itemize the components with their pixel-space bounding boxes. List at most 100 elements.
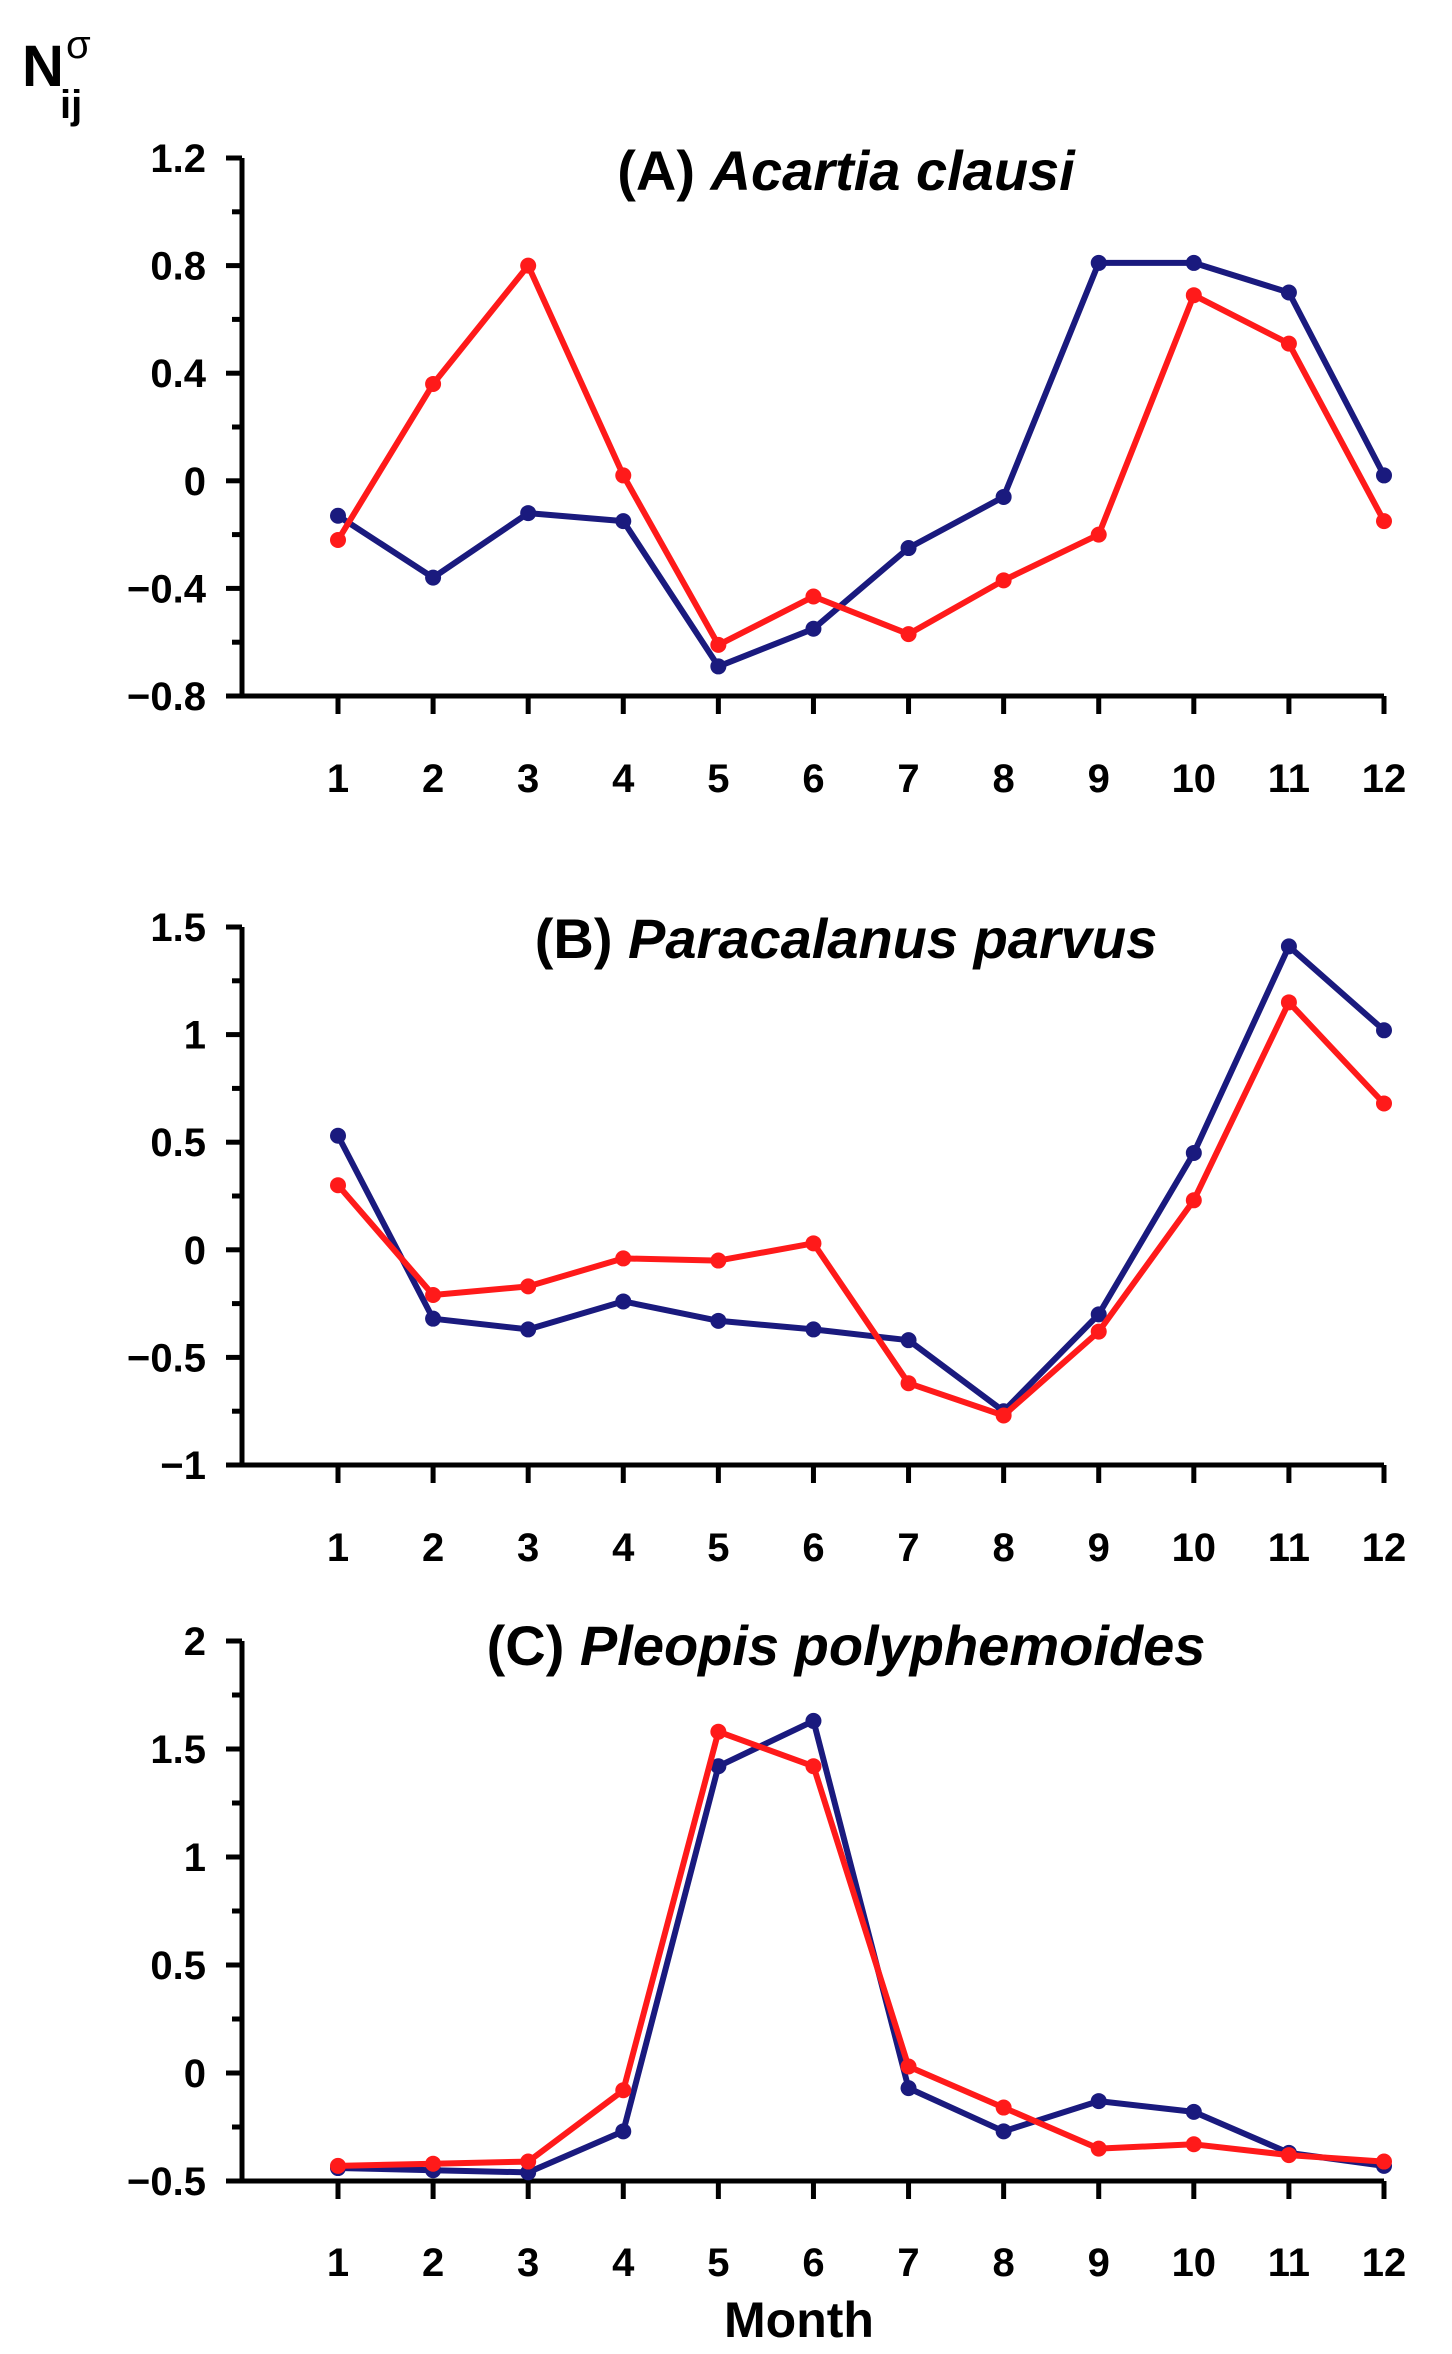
panel-b-series-navy-point <box>1185 1144 1202 1161</box>
panel-b-series-red-point <box>1376 1095 1392 1112</box>
panel-a-title-prefix: (A) <box>617 139 710 202</box>
panel-b-title-species: Paracalanus parvus <box>628 907 1157 970</box>
panel-a-x-tick-label: 12 <box>1362 757 1407 801</box>
panel-a-x-tick-label: 9 <box>1088 757 1110 801</box>
panel-b-title: (B) Paracalanus parvus <box>535 907 1157 970</box>
panel-c-series-red-point <box>805 1758 822 1775</box>
panel-b-y-tick-label: 0 <box>184 1229 206 1273</box>
panel-c-x-tick-label: 8 <box>993 2241 1015 2285</box>
panel-b-x-tick-label: 10 <box>1172 1526 1217 1570</box>
panel-c-x-tick-label: 7 <box>897 2241 919 2285</box>
panel-c-series-red-point <box>995 2099 1012 2116</box>
panel-c-x-tick-label: 6 <box>802 2241 824 2285</box>
panel-b-series-red-point <box>1280 994 1297 1011</box>
panel-b-y-tick-label: −0.5 <box>127 1336 206 1380</box>
panel-b-x-tick-label: 12 <box>1362 1526 1407 1570</box>
panel-a-series-navy-point <box>1280 284 1297 301</box>
panel-c-y-tick-label: 0.5 <box>150 1944 206 1988</box>
panel-a-series-navy-point <box>1090 254 1107 271</box>
panel-a-y-tick-label: −0.4 <box>127 567 207 611</box>
panel-c-title: (C) Pleopis polyphemoides <box>487 1614 1206 1677</box>
panel-b-series-red-point <box>710 1252 727 1269</box>
panel-a-y-tick-label: 0.8 <box>150 245 206 289</box>
panel-a-series-red-point <box>615 467 632 484</box>
y-axis-label-superscript: σ <box>66 23 91 67</box>
y-axis-label-subscript: ij <box>60 83 82 127</box>
panel-b-y-tick-label: 1 <box>184 1014 206 1058</box>
panel-a-series-red-point <box>1376 513 1392 530</box>
panel-b-series-navy-point <box>330 1127 346 1144</box>
panel-b: 1.510.50−0.5−11 2 3 4 5 6 7 8 9 10 11 12(B) Paracal… <box>127 906 1406 1570</box>
panel-a-x-tick-label: 7 <box>897 757 919 801</box>
panel-b-series-red-point <box>330 1177 346 1194</box>
panel-c-x-tick-label: 3 <box>517 2241 539 2285</box>
panel-a-series-red-point <box>425 375 442 392</box>
panel-c-title-species: Pleopis polyphemoides <box>580 1614 1205 1677</box>
panel-b-x-tick-label: 11 <box>1268 1526 1310 1570</box>
panel-b-series-red-point <box>995 1407 1012 1424</box>
panel-a-series-navy-point <box>425 569 442 586</box>
panel-a-x-tick-label: 2 <box>422 757 444 801</box>
panel-b-series-navy-point <box>425 1310 442 1327</box>
panel-c: 21.510.50−0.51 2 3 4 5 6 7 8 9 10 11 12(C) Pleopis … <box>127 1614 1406 2285</box>
panel-c-series-navy-point <box>615 2123 632 2140</box>
panel-a-y-tick-label: 0 <box>184 460 206 504</box>
panel-a-x-tick-label: 1 <box>327 757 349 801</box>
panel-a-y-tick-label: −0.8 <box>127 675 206 719</box>
panel-b-x-tick-label: 8 <box>993 1526 1015 1570</box>
panel-a-title-species: Acartia clausi <box>709 139 1077 202</box>
panel-b-series-red-point <box>425 1286 442 1303</box>
panel-c-x-tick-label: 1 <box>327 2241 349 2285</box>
panel-c-series-red-point <box>1185 2136 1202 2153</box>
panel-b-x-tick-label: 3 <box>517 1526 539 1570</box>
panel-c-series-red-point <box>425 2155 442 2172</box>
panel-b-series-red-point <box>1185 1192 1202 1209</box>
panel-b-series-navy-line <box>335 943 1387 1415</box>
panel-a-x-tick-label: 8 <box>993 757 1015 801</box>
panel-b-series-red-point <box>520 1278 537 1295</box>
panel-a-series-red-point <box>1280 335 1297 352</box>
y-axis-label: N ij σ <box>22 23 91 127</box>
panel-b-series-navy-point <box>1090 1306 1107 1323</box>
panel-b-series-navy-point <box>805 1321 822 1338</box>
panel-b-series-red-point <box>1090 1323 1107 1340</box>
panel-a-series-navy-point <box>805 620 822 637</box>
panel-b-x-tick-label: 7 <box>897 1526 919 1570</box>
panel-a-series-red-point <box>900 626 917 643</box>
panel-c-x-tick-label: 12 <box>1362 2241 1407 2285</box>
panel-c-title-prefix: (C) <box>487 1614 580 1677</box>
panel-a-series-navy-point <box>520 505 537 522</box>
panel-b-title-prefix: (B) <box>535 907 628 970</box>
panel-b-y-tick-label: −1 <box>160 1444 206 1488</box>
panel-a-series-red-point <box>995 572 1012 589</box>
panel-c-series-red-point <box>1280 2147 1297 2164</box>
panel-c-series-red-point <box>615 2082 632 2099</box>
panel-a-series-navy-point <box>995 488 1012 505</box>
panel-a-series-red-point <box>1185 287 1202 304</box>
panel-a-x-tick-label: 11 <box>1268 757 1310 801</box>
panel-a-series-navy-point <box>710 658 727 675</box>
panel-b-series-red-point <box>615 1250 632 1267</box>
panel-c-x-tick-label: 10 <box>1172 2241 1217 2285</box>
panel-a: 1.20.80.40−0.4−0.81 2 3 4 5 6 7 8 9 10 11 12(A) Aca… <box>127 137 1406 801</box>
panel-b-x-tick-label: 2 <box>422 1526 444 1570</box>
panel-b-x-tick-label: 4 <box>612 1526 635 1570</box>
panel-b-y-tick-label: 1.5 <box>150 906 206 950</box>
panel-b-series-red-point <box>900 1375 917 1392</box>
panel-b-x-tick-label: 1 <box>327 1526 349 1570</box>
panel-c-series-red-point <box>520 2153 537 2170</box>
panel-c-series-red-point <box>710 1723 727 1740</box>
panel-c-series-navy-point <box>1185 2103 1202 2120</box>
panel-b-x-tick-label: 6 <box>802 1526 824 1570</box>
panel-a-x-tick-label: 6 <box>802 757 824 801</box>
panel-b-series-navy-point <box>1376 1022 1392 1039</box>
panel-a-series-navy-point <box>330 507 346 524</box>
panel-c-series-red-line <box>335 1728 1387 2169</box>
panel-c-y-tick-label: 0 <box>184 2052 206 2096</box>
panel-a-x-tick-label: 5 <box>707 757 729 801</box>
panel-a-x-tick-label: 3 <box>517 757 539 801</box>
panel-c-x-tick-label: 9 <box>1088 2241 1110 2285</box>
panel-c-series-navy-point <box>900 2080 917 2097</box>
panel-c-series-navy-line <box>335 1717 1387 2176</box>
